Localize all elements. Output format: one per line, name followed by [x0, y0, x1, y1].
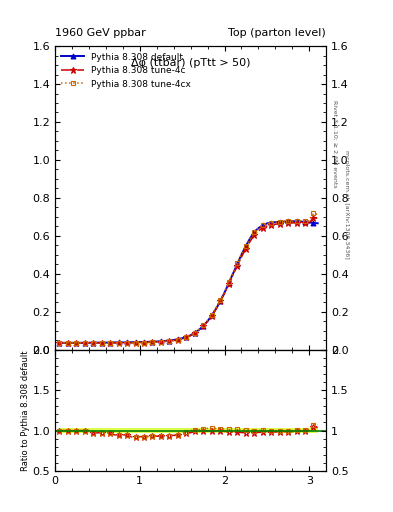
Pythia 8.308 default: [214, 306, 219, 312]
Pythia 8.308 tune-4cx: [57, 340, 62, 346]
Pythia 8.308 tune-4c: [78, 340, 83, 346]
Pythia 8.308 default: [78, 340, 83, 346]
Pythia 8.308 tune-4cx: [281, 219, 286, 225]
Pythia 8.308 default: [290, 218, 295, 224]
Pythia 8.308 default: [281, 219, 286, 225]
Pythia 8.308 tune-4cx: [315, 211, 320, 218]
Pythia 8.308 tune-4c: [57, 340, 62, 346]
Legend: Pythia 8.308 default, Pythia 8.308 tune-4c, Pythia 8.308 tune-4cx: Pythia 8.308 default, Pythia 8.308 tune-…: [58, 49, 195, 93]
Pythia 8.308 tune-4cx: [184, 334, 189, 340]
Y-axis label: Ratio to Pythia 8.308 default: Ratio to Pythia 8.308 default: [20, 350, 29, 471]
Pythia 8.308 default: [125, 339, 129, 346]
Pythia 8.308 default: [108, 339, 112, 346]
Pythia 8.308 tune-4c: [315, 215, 320, 221]
Pythia 8.308 tune-4c: [281, 220, 286, 226]
Pythia 8.308 tune-4c: [214, 306, 219, 312]
Line: Pythia 8.308 tune-4c: Pythia 8.308 tune-4c: [56, 215, 321, 346]
Text: 1960 GeV ppbar: 1960 GeV ppbar: [55, 28, 146, 38]
Pythia 8.308 tune-4c: [108, 340, 112, 346]
Line: Pythia 8.308 tune-4cx: Pythia 8.308 tune-4cx: [57, 211, 320, 345]
Pythia 8.308 tune-4cx: [214, 305, 219, 311]
Text: mcplots.cern.ch [arXiv:1306.3436]: mcplots.cern.ch [arXiv:1306.3436]: [344, 151, 349, 259]
Pythia 8.308 tune-4cx: [125, 340, 129, 346]
Pythia 8.308 tune-4c: [311, 215, 316, 221]
Text: Rivet 3.1.10; ≥ 2.6M events: Rivet 3.1.10; ≥ 2.6M events: [332, 99, 337, 187]
Pythia 8.308 tune-4cx: [78, 340, 83, 346]
Pythia 8.308 default: [184, 334, 189, 340]
Text: Top (parton level): Top (parton level): [228, 28, 326, 38]
Pythia 8.308 default: [57, 340, 62, 346]
Pythia 8.308 default: [315, 220, 320, 226]
Pythia 8.308 tune-4c: [184, 334, 189, 340]
Text: Δφ (ttbar) (pTtt > 50): Δφ (ttbar) (pTtt > 50): [131, 58, 250, 68]
Pythia 8.308 tune-4cx: [311, 210, 316, 217]
Pythia 8.308 tune-4cx: [108, 340, 112, 346]
Pythia 8.308 tune-4c: [125, 340, 129, 346]
Line: Pythia 8.308 default: Pythia 8.308 default: [57, 219, 320, 345]
